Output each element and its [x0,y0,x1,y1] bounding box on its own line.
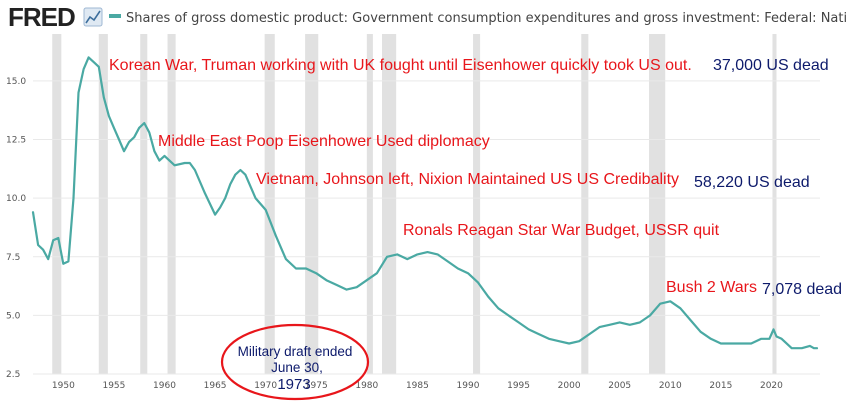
annotation-middle-east: Middle East Poop Eisenhower Used diploma… [158,133,490,150]
draft-line-3: 1973 [277,376,310,393]
fred-logo-graph-icon [83,7,103,27]
x-axis: 1950 1955 1960 1965 1970 1975 1980 1985 1990 1995… [52,381,783,391]
x-tick-label: 2000 [558,381,581,391]
annotation-korean-war: Korean War, Truman working with UK fough… [109,57,692,74]
x-tick-label: 1975 [305,381,328,391]
y-tick-label: 5.0 [6,311,21,321]
recession-band-8 [473,34,481,374]
annotation-vietnam-dead: 58,220 US dead [694,174,810,191]
recession-band-5 [305,34,319,374]
y-tick-label: 10.0 [6,194,26,204]
x-tick-label: 1995 [507,381,530,391]
recession-band-4 [264,34,275,374]
draft-line-1: Military draft ended [238,344,353,359]
recession-band-6 [366,34,373,374]
y-tick-label: 7.5 [6,253,20,263]
annotation-bush: Bush 2 Wars [666,279,757,296]
recession-band-11 [772,34,777,374]
chart-header: FRED Shares of gross domestic product: G… [8,2,846,32]
x-tick-label: 2015 [709,381,732,391]
x-tick-label: 1970 [254,381,277,391]
annotation-vietnam: Vietnam, Johnson left, Nixion Maintained… [256,171,679,188]
recession-bands [52,34,777,374]
x-tick-label: 1965 [204,381,227,391]
annotation-korean-war-dead: 37,000 US dead [713,57,829,74]
legend-swatch [109,14,121,18]
plot-area [31,56,819,350]
x-tick-label: 1960 [153,381,176,391]
annotation-reagan: Ronals Reagan Star War Budget, USSR quit [403,222,720,239]
x-tick-label: 2020 [760,381,783,391]
x-tick-label: 2010 [659,381,682,391]
x-tick-label: 1950 [52,381,75,391]
y-axis: 2.5 5.0 7.5 10.0 12.5 15.0 [6,77,26,380]
recession-band-7 [381,34,397,374]
recession-band-10 [649,34,666,374]
x-tick-label: 1955 [102,381,125,391]
series-line-0 [31,56,819,350]
grid-lines [33,80,820,375]
x-tick-label: 1985 [406,381,429,391]
recession-band-3 [167,34,176,374]
recession-band-9 [581,34,589,374]
x-tick-label: 2005 [608,381,631,391]
draft-circle [220,323,370,401]
draft-line-2: June 30, [271,360,323,375]
series-title: Shares of gross domestic product: Govern… [126,11,846,26]
annotation-bush-dead: 7,078 dead [762,281,842,298]
x-tick-label: 1980 [355,381,378,391]
y-tick-label: 2.5 [6,370,20,380]
recession-band-1 [98,34,108,374]
annotations: Korean War, Truman working with UK fough… [109,57,842,298]
recession-band-0 [52,34,62,374]
y-tick-label: 15.0 [6,77,26,87]
x-tick-label: 1990 [457,381,480,391]
y-tick-label: 12.5 [6,136,26,146]
fred-logo: FRED [8,2,75,32]
recession-band-2 [140,34,148,374]
draft-callout: Military draft ended June 30, 1973 [220,323,370,401]
